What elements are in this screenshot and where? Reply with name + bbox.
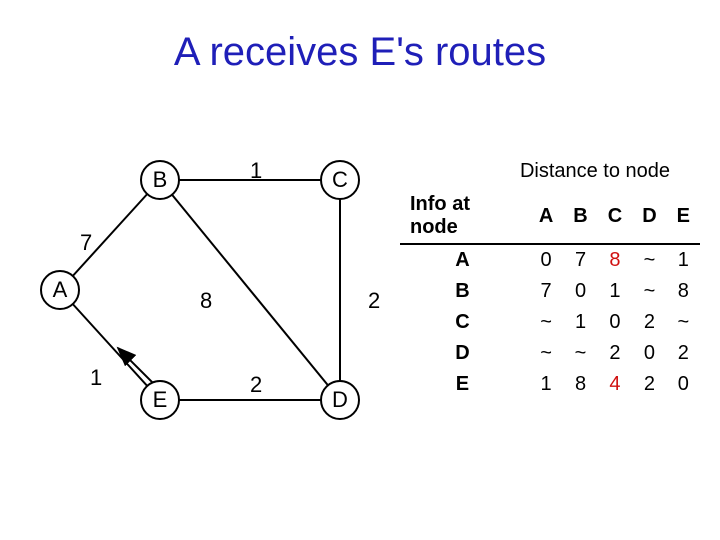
col-header-C: C bbox=[598, 189, 632, 244]
cell-C-E: ~ bbox=[667, 307, 700, 338]
table-row: E18420 bbox=[400, 369, 700, 400]
cell-B-D: ~ bbox=[632, 276, 666, 307]
cell-D-B: ~ bbox=[563, 338, 597, 369]
distance-table-region: Distance to node Info at node ABCDE A078… bbox=[400, 160, 700, 400]
network-graph: A B C D E 1 7 8 2 1 2 bbox=[40, 140, 380, 460]
distance-table: Info at node ABCDE A078~1B701~8C~102~D~~… bbox=[400, 189, 700, 400]
table-row: B701~8 bbox=[400, 276, 700, 307]
cell-E-D: 2 bbox=[632, 369, 666, 400]
cell-B-C: 1 bbox=[598, 276, 632, 307]
col-header-E: E bbox=[667, 189, 700, 244]
row-label-B: B bbox=[400, 276, 529, 307]
node-A: A bbox=[40, 270, 80, 310]
node-C: C bbox=[320, 160, 360, 200]
row-label-C: C bbox=[400, 307, 529, 338]
cell-D-C: 2 bbox=[598, 338, 632, 369]
cell-B-E: 8 bbox=[667, 276, 700, 307]
row-label-D: D bbox=[400, 338, 529, 369]
cell-A-B: 7 bbox=[563, 244, 597, 276]
edge-A-E bbox=[60, 290, 160, 400]
cell-C-D: 2 bbox=[632, 307, 666, 338]
cell-C-A: ~ bbox=[529, 307, 563, 338]
cell-E-E: 0 bbox=[667, 369, 700, 400]
table-left-header: Info at node bbox=[400, 189, 529, 244]
cell-A-D: ~ bbox=[632, 244, 666, 276]
cell-E-C: 4 bbox=[598, 369, 632, 400]
row-label-E: E bbox=[400, 369, 529, 400]
cell-D-A: ~ bbox=[529, 338, 563, 369]
edge-label-B-C: 1 bbox=[250, 158, 262, 184]
cell-C-B: 1 bbox=[563, 307, 597, 338]
col-header-D: D bbox=[632, 189, 666, 244]
cell-C-C: 0 bbox=[598, 307, 632, 338]
cell-B-B: 0 bbox=[563, 276, 597, 307]
cell-E-B: 8 bbox=[563, 369, 597, 400]
table-row: A078~1 bbox=[400, 244, 700, 276]
edge-A-B bbox=[60, 180, 160, 290]
cell-E-A: 1 bbox=[529, 369, 563, 400]
table-row: D~~202 bbox=[400, 338, 700, 369]
node-E: E bbox=[140, 380, 180, 420]
edge-label-C-D: 2 bbox=[368, 288, 380, 314]
col-header-B: B bbox=[563, 189, 597, 244]
node-B: B bbox=[140, 160, 180, 200]
col-header-A: A bbox=[529, 189, 563, 244]
cell-A-E: 1 bbox=[667, 244, 700, 276]
slide-title: A receives E's routes bbox=[0, 30, 720, 75]
edge-label-A-B: 7 bbox=[80, 230, 92, 256]
table-row: C~102~ bbox=[400, 307, 700, 338]
cell-A-A: 0 bbox=[529, 244, 563, 276]
edge-label-B-D: 8 bbox=[200, 288, 212, 314]
edge-label-E-D: 2 bbox=[250, 372, 262, 398]
cell-D-E: 2 bbox=[667, 338, 700, 369]
table-top-header: Distance to node bbox=[490, 160, 700, 183]
row-label-A: A bbox=[400, 244, 529, 276]
cell-B-A: 7 bbox=[529, 276, 563, 307]
cell-D-D: 0 bbox=[632, 338, 666, 369]
node-D: D bbox=[320, 380, 360, 420]
cell-A-C: 8 bbox=[598, 244, 632, 276]
edge-B-D bbox=[160, 180, 340, 400]
edge-label-A-E: 1 bbox=[90, 365, 102, 391]
